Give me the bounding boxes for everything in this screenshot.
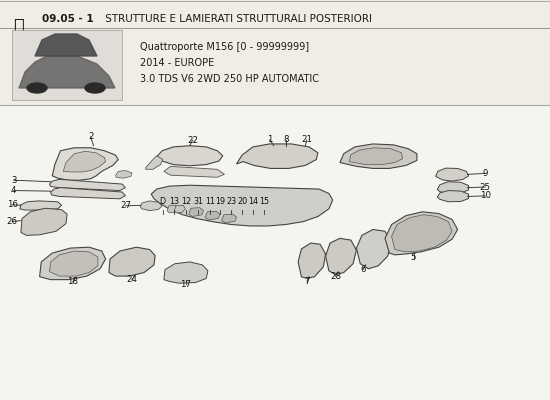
Text: 25: 25 xyxy=(480,182,491,192)
Polygon shape xyxy=(50,251,98,276)
Text: 8: 8 xyxy=(283,135,289,144)
Text: 28: 28 xyxy=(330,272,341,281)
Text: ⑆: ⑆ xyxy=(13,18,23,36)
Polygon shape xyxy=(437,190,469,202)
Text: 6: 6 xyxy=(360,265,366,274)
Polygon shape xyxy=(52,148,118,180)
Bar xyxy=(0,0,550,105)
Text: 09.05 - 1: 09.05 - 1 xyxy=(42,14,94,24)
Text: 16: 16 xyxy=(7,200,18,209)
Text: 15: 15 xyxy=(259,197,269,206)
Text: 10: 10 xyxy=(480,191,491,200)
Text: 26: 26 xyxy=(7,217,18,226)
Text: 20: 20 xyxy=(237,197,247,206)
Text: 22: 22 xyxy=(187,136,198,145)
Polygon shape xyxy=(19,56,115,88)
Polygon shape xyxy=(385,212,458,255)
Polygon shape xyxy=(164,166,224,177)
Text: 3: 3 xyxy=(11,176,16,185)
Text: 23: 23 xyxy=(226,197,236,206)
Polygon shape xyxy=(164,262,208,283)
Text: 12: 12 xyxy=(181,197,191,206)
Polygon shape xyxy=(356,230,392,269)
Text: 2: 2 xyxy=(88,132,94,141)
Text: 3.0 TDS V6 2WD 250 HP AUTOMATIC: 3.0 TDS V6 2WD 250 HP AUTOMATIC xyxy=(140,74,319,84)
Polygon shape xyxy=(340,144,417,168)
Polygon shape xyxy=(151,185,333,226)
FancyBboxPatch shape xyxy=(12,30,122,100)
Text: 7: 7 xyxy=(304,277,310,286)
Polygon shape xyxy=(298,243,326,278)
Text: 19: 19 xyxy=(215,197,225,206)
Polygon shape xyxy=(205,211,220,220)
Text: 17: 17 xyxy=(180,280,191,289)
Text: D: D xyxy=(160,197,166,206)
Text: 1: 1 xyxy=(267,135,272,144)
Polygon shape xyxy=(157,146,223,166)
Text: STRUTTURE E LAMIERATI STRUTTURALI POSTERIORI: STRUTTURE E LAMIERATI STRUTTURALI POSTER… xyxy=(102,14,372,24)
Text: 21: 21 xyxy=(301,135,312,144)
Polygon shape xyxy=(146,156,163,169)
Polygon shape xyxy=(222,214,236,223)
Text: 11: 11 xyxy=(205,197,215,206)
Polygon shape xyxy=(40,247,106,280)
Text: 4: 4 xyxy=(11,186,16,195)
Polygon shape xyxy=(35,34,97,56)
Text: 27: 27 xyxy=(120,201,131,210)
Text: 5: 5 xyxy=(411,253,416,262)
Polygon shape xyxy=(436,168,469,181)
Polygon shape xyxy=(349,148,403,164)
Polygon shape xyxy=(392,215,452,252)
Text: 18: 18 xyxy=(67,278,78,286)
Polygon shape xyxy=(189,208,204,216)
Polygon shape xyxy=(63,151,106,172)
Text: 24: 24 xyxy=(126,275,138,284)
Polygon shape xyxy=(326,238,356,275)
Text: Quattroporte M156 [0 - 99999999]: Quattroporte M156 [0 - 99999999] xyxy=(140,42,309,52)
Polygon shape xyxy=(437,182,469,194)
Polygon shape xyxy=(21,208,67,235)
Polygon shape xyxy=(167,205,178,213)
Polygon shape xyxy=(51,188,125,199)
Polygon shape xyxy=(109,247,155,276)
Polygon shape xyxy=(116,170,132,178)
Ellipse shape xyxy=(27,83,47,93)
Ellipse shape xyxy=(85,83,105,93)
Text: 2014 - EUROPE: 2014 - EUROPE xyxy=(140,58,214,68)
Text: 31: 31 xyxy=(193,197,203,206)
Text: 14: 14 xyxy=(248,197,258,206)
Polygon shape xyxy=(174,205,185,213)
Polygon shape xyxy=(50,179,125,190)
Text: 13: 13 xyxy=(169,197,179,206)
Polygon shape xyxy=(140,201,162,211)
Polygon shape xyxy=(20,201,62,210)
Text: 9: 9 xyxy=(482,169,488,178)
Polygon shape xyxy=(236,144,318,168)
